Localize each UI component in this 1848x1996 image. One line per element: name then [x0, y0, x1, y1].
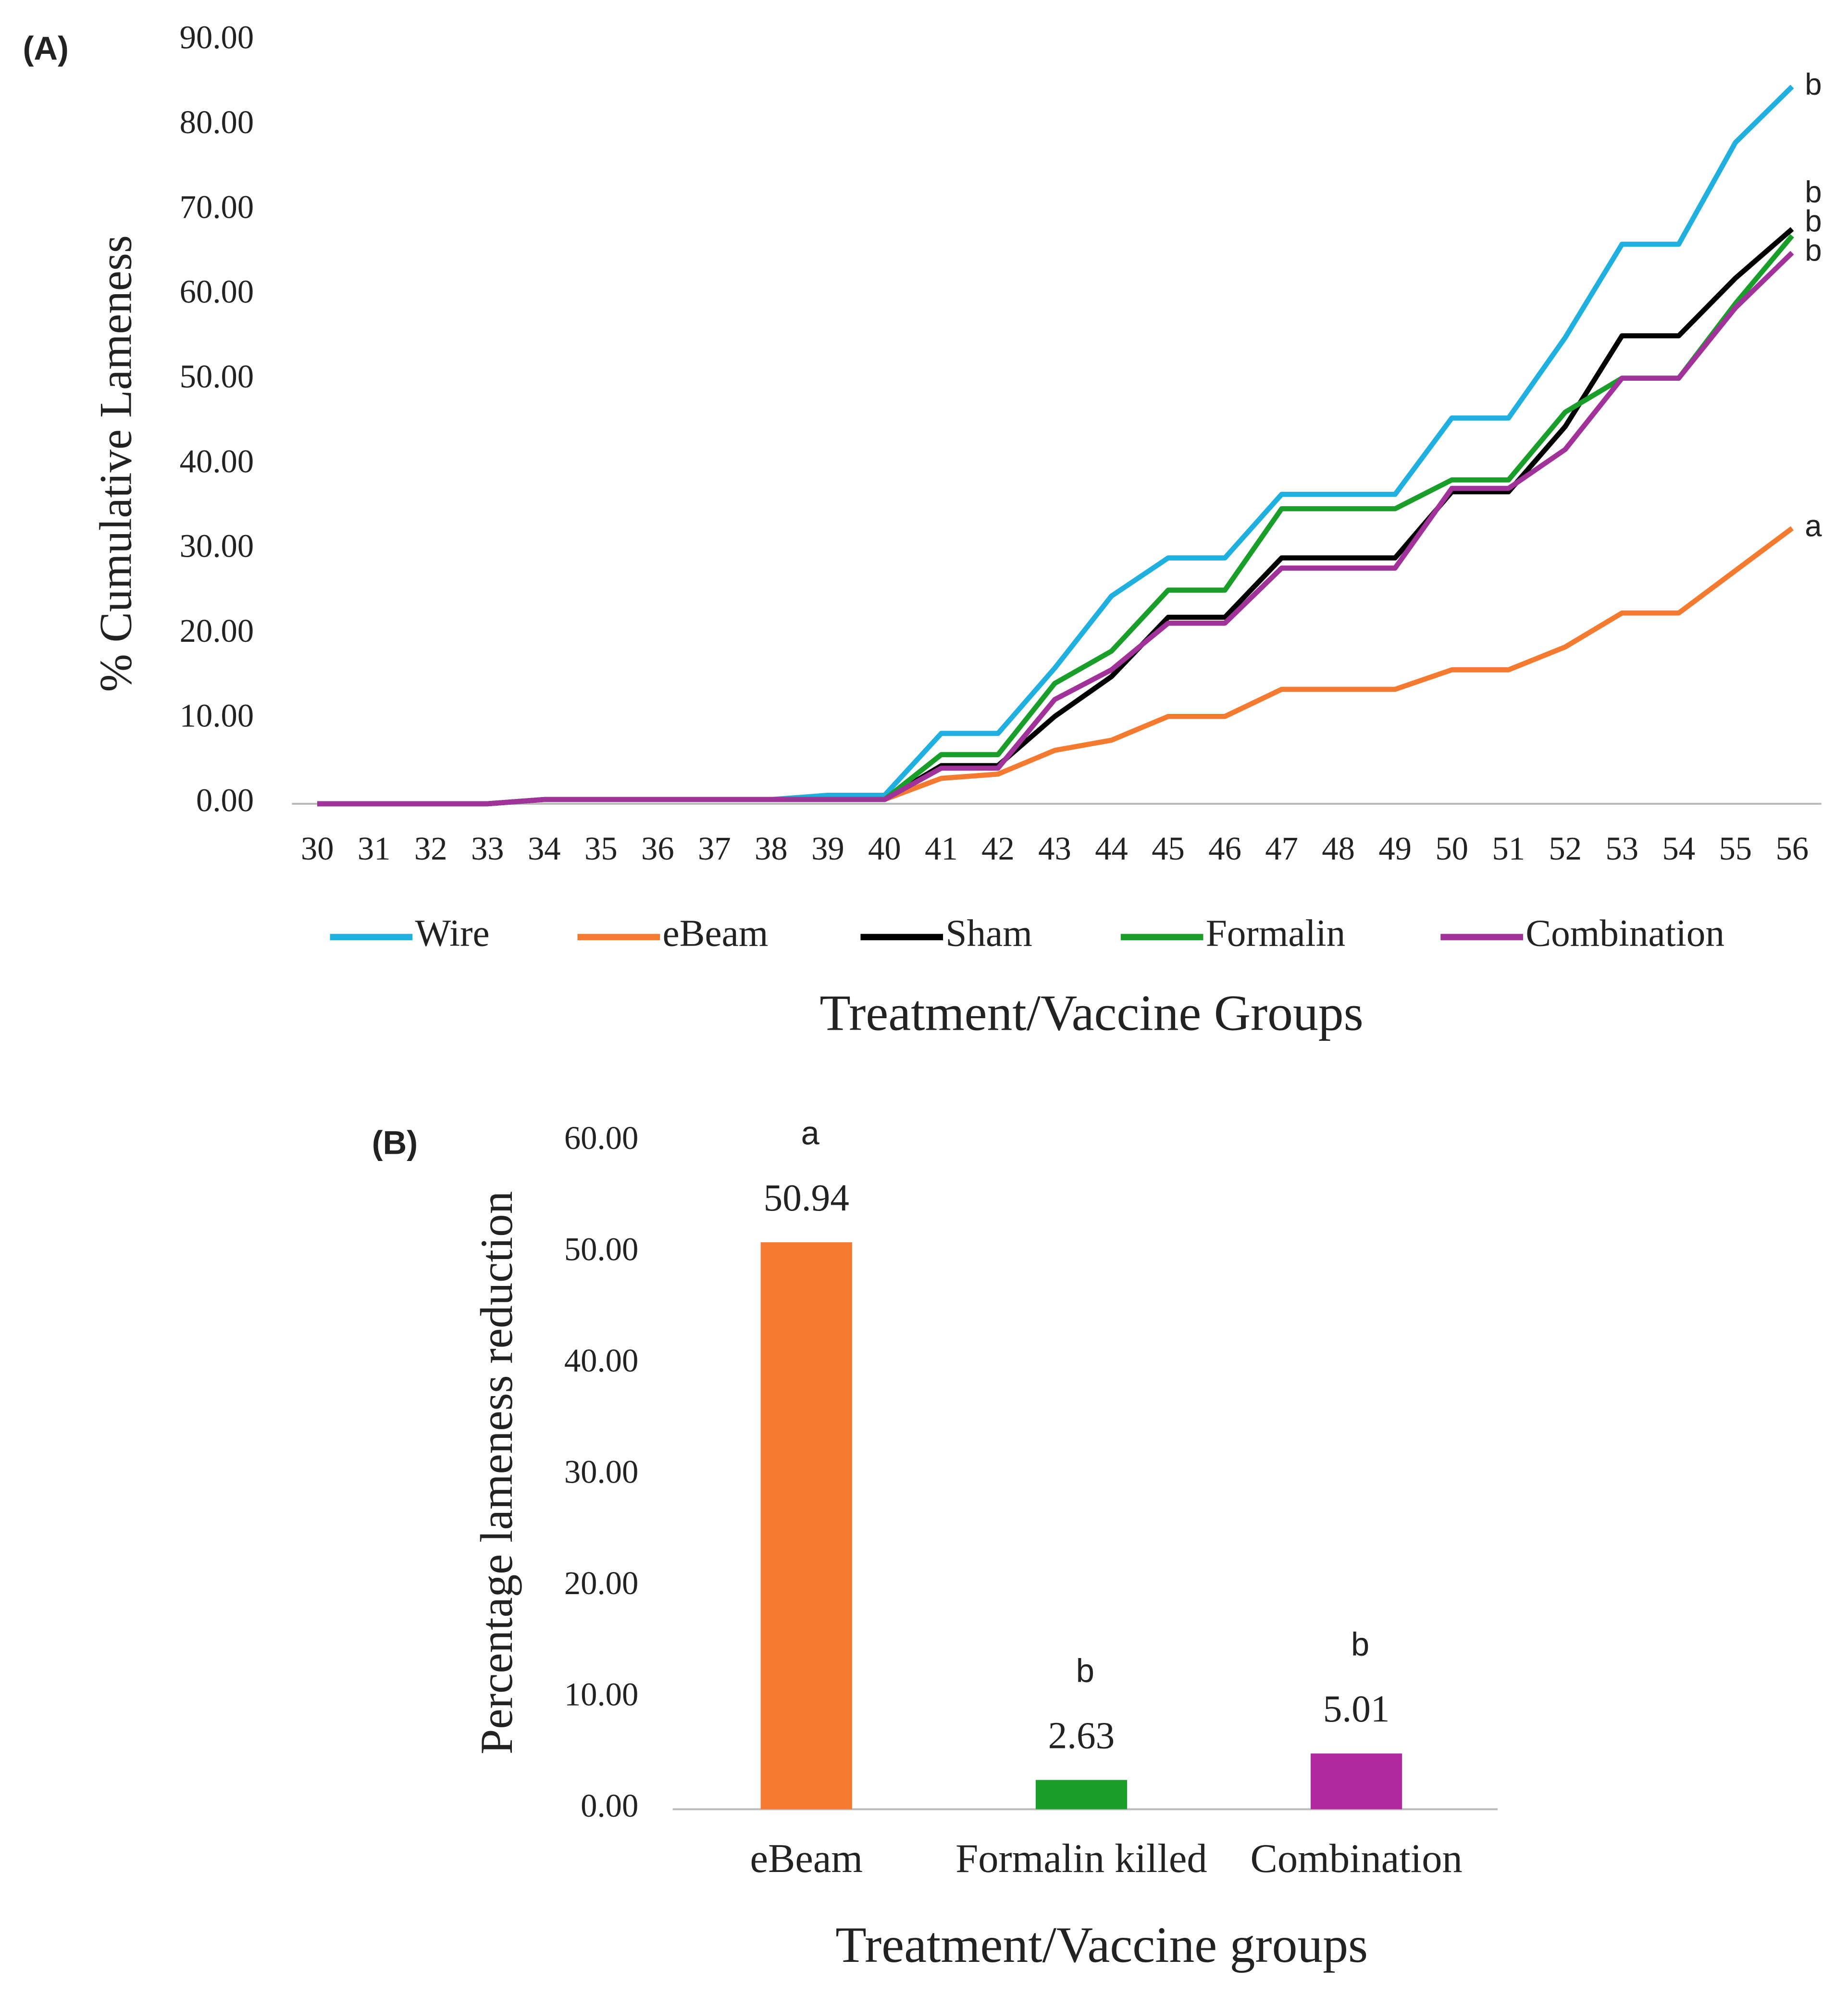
x-tick-label: 51	[1492, 830, 1525, 867]
x-tick-label: 30	[301, 830, 334, 867]
legend-label: eBeam	[662, 912, 768, 954]
y-tick-label: 60.00	[180, 274, 254, 310]
y-axis-title: % Cumulative Lameness	[90, 235, 141, 692]
end-label: a	[1805, 510, 1822, 543]
x-tick-label: 40	[868, 830, 901, 867]
x-tick-label: 50	[1435, 830, 1468, 867]
y-tick-label: 40.00	[180, 443, 254, 479]
value-label: 2.63	[1048, 1714, 1115, 1757]
x-tick-label: 38	[755, 830, 788, 867]
y-tick-label: 0.00	[196, 782, 254, 819]
x-tick-label: 54	[1662, 830, 1695, 867]
x-tick-label: 45	[1152, 830, 1185, 867]
x-tick-label: 49	[1378, 830, 1412, 867]
annotation: a	[801, 1114, 820, 1151]
x-tick-label: Combination	[1250, 1836, 1462, 1881]
bar	[1311, 1753, 1402, 1809]
x-tick-label: 31	[358, 830, 391, 867]
y-tick-label: 0.00	[581, 1787, 638, 1824]
legend-label: Combination	[1526, 912, 1724, 954]
series-line	[317, 227, 1794, 807]
y-axis-title: Percentage lameness reduction	[471, 1191, 522, 1755]
end-label: b	[1805, 68, 1822, 101]
y-tick-label: 10.00	[564, 1676, 638, 1713]
x-tick-label: 36	[641, 830, 674, 867]
y-tick-label: 30.00	[564, 1454, 638, 1490]
x-axis-title: Treatment/Vaccine Groups	[819, 985, 1363, 1041]
y-tick-label: 20.00	[564, 1565, 638, 1601]
bar	[760, 1242, 852, 1809]
y-tick-label: 50.00	[180, 358, 254, 395]
y-tick-label: 10.00	[180, 697, 254, 734]
end-label: b	[1805, 175, 1822, 209]
panel-label: (A)	[23, 30, 69, 67]
x-axis-title: Treatment/Vaccine groups	[835, 1917, 1368, 1973]
legend-label: Wire	[415, 912, 490, 954]
x-tick-label: 46	[1208, 830, 1241, 867]
value-label: 50.94	[764, 1177, 849, 1219]
x-tick-label: Formalin killed	[955, 1836, 1207, 1881]
series-line	[317, 250, 1794, 807]
bar	[1035, 1780, 1128, 1809]
legend-label: Formalin	[1206, 912, 1345, 954]
x-tick-label: 42	[981, 830, 1015, 867]
y-tick-label: 80.00	[180, 104, 254, 140]
y-tick-label: 30.00	[180, 528, 254, 564]
x-tick-label: eBeam	[750, 1836, 863, 1881]
y-tick-label: 50.00	[564, 1231, 638, 1268]
x-tick-label: 55	[1719, 830, 1752, 867]
x-tick-label: 41	[925, 830, 958, 867]
x-tick-label: 34	[528, 830, 561, 867]
y-tick-label: 20.00	[180, 612, 254, 649]
y-tick-label: 40.00	[564, 1342, 638, 1379]
end-label: b	[1805, 205, 1822, 238]
x-tick-label: 53	[1605, 830, 1638, 867]
x-tick-label: 35	[584, 830, 618, 867]
annotation: b	[1076, 1652, 1094, 1689]
legend-label: Sham	[945, 912, 1032, 954]
end-label: b	[1805, 234, 1822, 267]
panel-label: (B)	[372, 1124, 418, 1161]
x-tick-label: 33	[471, 830, 504, 867]
x-tick-label: 56	[1775, 830, 1809, 867]
x-tick-label: 32	[414, 830, 447, 867]
y-tick-label: 60.00	[564, 1120, 638, 1156]
x-tick-label: 47	[1265, 830, 1298, 867]
x-tick-label: 44	[1095, 830, 1128, 867]
x-tick-label: 48	[1322, 830, 1355, 867]
x-tick-label: 43	[1038, 830, 1071, 867]
y-tick-label: 70.00	[180, 188, 254, 225]
x-tick-label: 37	[698, 830, 731, 867]
y-tick-label: 90.00	[180, 19, 254, 56]
x-tick-label: 39	[811, 830, 844, 867]
annotation: b	[1351, 1626, 1369, 1663]
value-label: 5.01	[1323, 1688, 1390, 1730]
x-tick-label: 52	[1549, 830, 1582, 867]
